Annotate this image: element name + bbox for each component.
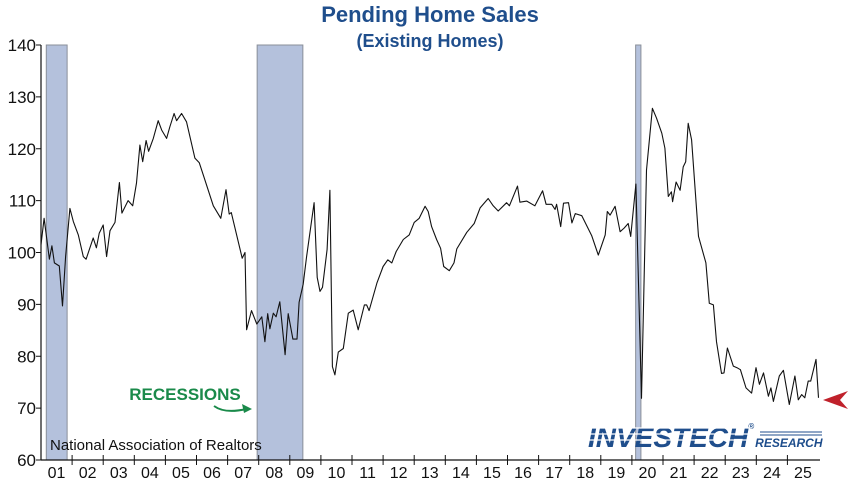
y-tick-label: 70 — [17, 399, 36, 418]
y-axis: 60 70 80 90 100 110 120 130 140 — [8, 36, 42, 470]
x-tick-label: 17 — [545, 465, 563, 482]
x-tick-label: 10 — [328, 465, 346, 482]
chart-subtitle: (Existing Homes) — [356, 31, 503, 51]
recession-band — [635, 44, 642, 461]
y-tick-label: 80 — [17, 347, 36, 366]
series-line — [40, 107, 820, 406]
x-tick-label: 04 — [141, 465, 159, 482]
x-tick-label: 23 — [732, 465, 750, 482]
recession-band — [256, 44, 304, 461]
x-tick-label: 06 — [203, 465, 221, 482]
x-tick-label: 01 — [48, 465, 66, 482]
x-tick-label: 07 — [234, 465, 252, 482]
recessions-arrow — [213, 405, 247, 412]
recession-bands — [45, 44, 642, 461]
x-tick-label: 13 — [421, 465, 439, 482]
x-tick-label: 09 — [296, 465, 314, 482]
x-tick-label: 21 — [670, 465, 688, 482]
x-tick-label: 24 — [763, 465, 781, 482]
x-tick-label: 11 — [359, 465, 376, 482]
chart-title: Pending Home Sales — [321, 2, 539, 27]
x-tick-label: 03 — [110, 465, 128, 482]
series — [40, 107, 820, 406]
source-label: National Association of Realtors — [50, 437, 262, 454]
y-tick-label: 60 — [17, 451, 36, 470]
investech-logo: INVESTECH®RESEARCH — [585, 422, 823, 453]
x-tick-label: 05 — [172, 465, 190, 482]
recessions-annotation: RECESSIONS — [129, 385, 240, 404]
recession-band — [45, 44, 68, 461]
x-tick-label: 02 — [79, 465, 97, 482]
x-tick-label: 25 — [794, 465, 812, 482]
y-tick-label: 90 — [17, 295, 36, 314]
x-tick-label: 20 — [639, 465, 657, 482]
y-tick-label: 140 — [8, 36, 36, 55]
latest-value-marker — [823, 391, 848, 409]
y-tick-label: 100 — [8, 244, 36, 263]
x-tick-label: 16 — [514, 465, 532, 482]
logo-wordmark: INVESTECH®RESEARCH — [588, 422, 823, 453]
x-tick-label: 08 — [265, 465, 283, 482]
recessions-arrowhead — [242, 404, 252, 413]
y-tick-label: 120 — [8, 140, 36, 159]
y-tick-label: 110 — [9, 192, 36, 211]
x-tick-label: 14 — [452, 465, 470, 482]
x-tick-label: 22 — [701, 465, 719, 482]
x-tick-label: 12 — [390, 465, 408, 482]
x-axis: 01 02 03 04 05 06 07 08 09 10 11 12 13 14 15 16 17 18 19 20… — [41, 455, 820, 482]
x-tick-label: 15 — [483, 465, 501, 482]
y-tick-label: 130 — [8, 88, 36, 107]
x-tick-label: 18 — [576, 465, 594, 482]
x-tick-label: 19 — [607, 465, 625, 482]
